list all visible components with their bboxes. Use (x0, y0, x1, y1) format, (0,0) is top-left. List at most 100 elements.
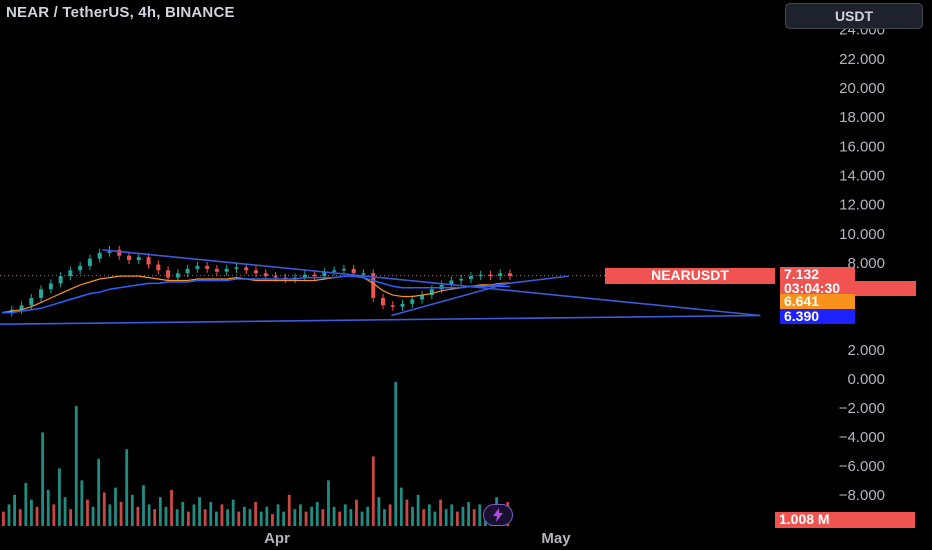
volume-bar (315, 502, 319, 526)
volume-bar (158, 497, 162, 526)
candle (361, 273, 366, 275)
candle (459, 279, 464, 281)
ma-slow-label: 6.390 (780, 309, 855, 324)
volume-bar (186, 511, 190, 526)
volume-bar (52, 504, 56, 526)
candle (302, 274, 307, 278)
volume-bar (455, 511, 459, 526)
volume-bar (91, 506, 95, 526)
volume-bar (30, 499, 33, 526)
volume-bar (399, 487, 403, 526)
lightning-button[interactable] (483, 504, 513, 526)
y-tick-label: 18.000 (839, 109, 885, 126)
volume-bar (259, 511, 263, 526)
volume-bar (461, 506, 465, 526)
candle (508, 273, 512, 277)
candle (332, 270, 337, 272)
volume-bar (74, 406, 78, 526)
candle (351, 268, 356, 274)
ma-slow-line (2, 275, 511, 314)
candle (58, 276, 63, 284)
candle (78, 265, 83, 271)
countdown-label: 03:04:30 (780, 281, 916, 296)
ma-fast-label: 6.641 (780, 294, 855, 309)
candle (48, 283, 53, 290)
volume-bar (405, 499, 409, 526)
candle (224, 268, 229, 272)
volume-bar (226, 509, 229, 526)
volume-bar (41, 432, 45, 526)
volume-bar (80, 480, 84, 526)
volume-bar (108, 504, 112, 526)
y-tick-label: 22.000 (839, 51, 885, 68)
volume-bar (287, 494, 291, 526)
trendline (391, 282, 509, 317)
volume-bar (371, 456, 375, 526)
volume-bar (181, 502, 185, 526)
volume-bar (35, 506, 39, 526)
candle (254, 270, 258, 274)
volume-bar (153, 509, 157, 526)
candle (263, 273, 268, 277)
candle (175, 273, 180, 278)
candle (400, 303, 405, 307)
volume-bar (192, 504, 196, 526)
last-price-label: 7.132 (780, 267, 855, 282)
y-tick-label: 8.000 (847, 255, 885, 272)
candle (146, 257, 151, 265)
candle (498, 273, 503, 277)
candle (195, 265, 200, 269)
candle (136, 257, 141, 261)
candle (244, 267, 249, 271)
y-tick-label: 0.000 (847, 371, 885, 388)
volume-bar (422, 509, 426, 526)
volume-bar (69, 509, 73, 526)
volume-bar (24, 482, 28, 526)
currency-button[interactable]: USDT (785, 3, 923, 29)
volume-bar (349, 509, 353, 526)
candle (214, 268, 219, 272)
y-tick-label: −4.000 (839, 429, 885, 446)
y-tick-label: 20.000 (839, 80, 885, 97)
volume-bar (214, 511, 218, 526)
volume-bar (343, 504, 347, 526)
trendline (102, 249, 761, 317)
volume-bar (119, 502, 123, 526)
volume-bar (293, 509, 297, 526)
ma-fast-line (1, 275, 511, 314)
volume-bar (220, 504, 224, 526)
volume-bar (388, 504, 392, 526)
volume-bar (97, 458, 101, 526)
volume-bar (360, 511, 364, 526)
volume-bar (478, 504, 482, 526)
volume-bar (130, 494, 134, 526)
volume-bar (332, 506, 336, 526)
volume-bar (114, 487, 117, 526)
x-tick-label: Apr (264, 530, 290, 547)
volume-bar (164, 506, 168, 526)
x-tick-label: May (541, 530, 571, 547)
volume-bar (7, 504, 11, 526)
volume-bar (142, 485, 145, 526)
volume-bar (427, 504, 431, 526)
candle (68, 270, 73, 277)
chart-title: NEAR / TetherUS, 4h, BINANCE (6, 4, 235, 21)
candle (234, 267, 239, 269)
volume-bar (411, 506, 414, 526)
candle (185, 268, 190, 274)
candle (420, 295, 425, 300)
volume-bar (366, 506, 370, 526)
candle (97, 252, 102, 259)
candle (371, 273, 376, 298)
volume-bar (265, 506, 269, 526)
volume-bar (58, 468, 61, 526)
y-tick-label: −2.000 (839, 400, 885, 417)
candle (390, 305, 395, 307)
candle (468, 276, 473, 280)
volume-bar (147, 504, 151, 526)
candle (341, 268, 346, 271)
volume-bar (355, 499, 358, 526)
volume-bar (18, 509, 22, 526)
